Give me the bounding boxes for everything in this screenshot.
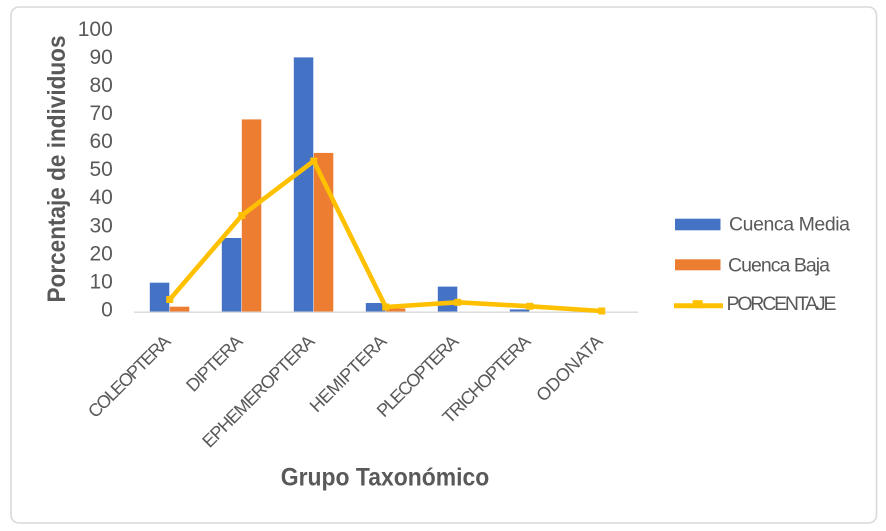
svg-text:70: 70 — [89, 102, 112, 125]
svg-text:PORCENTAJE: PORCENTAJE — [727, 293, 837, 315]
svg-text:50: 50 — [89, 158, 112, 181]
svg-text:Porcentaje de individuos: Porcentaje de individuos — [43, 36, 71, 303]
svg-text:Grupo Taxonómico: Grupo Taxonómico — [281, 464, 490, 492]
svg-text:Cuenca Baja: Cuenca Baja — [728, 255, 830, 277]
svg-text:20: 20 — [89, 242, 112, 265]
svg-text:0: 0 — [101, 298, 113, 321]
svg-text:Cuenca Media: Cuenca Media — [729, 214, 850, 236]
svg-text:30: 30 — [89, 214, 112, 237]
svg-text:80: 80 — [89, 74, 112, 97]
svg-text:90: 90 — [89, 46, 112, 69]
svg-text:100: 100 — [78, 18, 113, 41]
svg-text:10: 10 — [89, 270, 112, 293]
svg-text:60: 60 — [89, 130, 112, 153]
svg-text:40: 40 — [89, 186, 112, 209]
